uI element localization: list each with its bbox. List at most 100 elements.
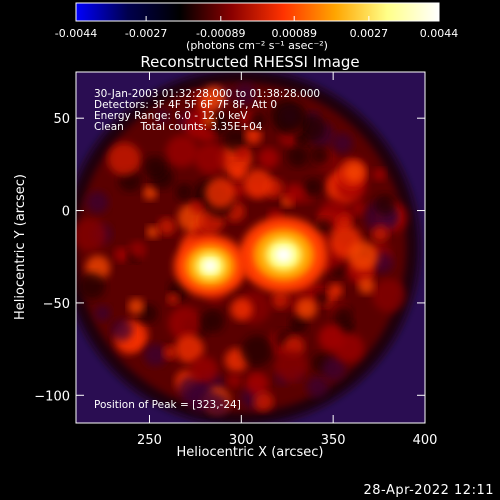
emission-blob (155, 108, 170, 124)
emission-blob (244, 127, 262, 145)
colorbar-unit: (photons cm⁻² s⁻¹ asec⁻²) (186, 39, 328, 52)
emission-blob (162, 345, 177, 360)
emission-blob (321, 357, 346, 381)
emission-blob (343, 161, 365, 183)
emission-blob (310, 146, 329, 165)
colorbar-tick-label: 0.0027 (350, 27, 389, 40)
emission-blob (94, 305, 111, 322)
emission-blob (253, 391, 274, 412)
emission-blob (190, 356, 218, 384)
emission-blob (165, 135, 198, 168)
x-tick-label: 250 (137, 433, 162, 448)
emission-blob (194, 142, 226, 174)
emission-blob (372, 278, 406, 313)
emission-blob (336, 213, 353, 230)
y-tick-label: −50 (43, 297, 70, 312)
y-tick-label: 0 (62, 205, 70, 220)
emission-blob (275, 103, 308, 136)
emission-blob (249, 112, 266, 130)
peak-position-label: Position of Peak = [323,-24] (94, 399, 241, 411)
source-1 (239, 216, 328, 293)
emission-blob (289, 315, 308, 334)
emission-blob (157, 217, 176, 236)
emission-blob (333, 306, 353, 327)
colorbar-tick-label: -0.0044 (55, 27, 97, 40)
annotation-counts: Clean Total counts: 3.35E+04 (94, 121, 263, 133)
emission-blob (223, 127, 248, 152)
emission-blob (374, 194, 396, 216)
emission-blob (204, 177, 236, 209)
emission-blob (146, 225, 160, 239)
emission-blob (332, 132, 353, 154)
y-tick-label: 50 (53, 112, 70, 127)
chart-title: Reconstructed RHESSI Image (140, 53, 359, 71)
colorbar-ticks: -0.0044 -0.0027 -0.00089 0.00089 0.0027 0.004… (55, 16, 458, 40)
emission-blob (358, 277, 375, 294)
emission-blob (143, 185, 158, 200)
emission-blob (111, 319, 133, 341)
emission-blob (234, 82, 257, 105)
emission-blob (86, 191, 109, 214)
plot-frame (75, 71, 426, 424)
emission-blob (201, 128, 216, 143)
image-plot-area (76, 72, 425, 423)
emission-blob (191, 89, 204, 102)
x-tick-label: 400 (413, 433, 438, 448)
y-tick-label: −100 (34, 389, 70, 404)
emission-blob (243, 168, 273, 199)
emission-blob (190, 199, 204, 213)
annotation-detectors: Detectors: 3F 4F 5F 6F 7F 8F, Att 0 (94, 99, 277, 111)
emission-blob (107, 142, 141, 176)
source-2 (174, 234, 247, 298)
emission-blob (284, 183, 305, 204)
emission-blob (314, 291, 329, 305)
emission-blob (295, 297, 318, 320)
emission-blob (350, 200, 367, 217)
emission-blob (328, 283, 343, 299)
emission-blob (304, 178, 322, 196)
emission-layer (76, 72, 420, 423)
colorbar-tick-label: -0.00089 (196, 27, 245, 40)
emission-blob (227, 372, 242, 388)
emission-blob (271, 291, 290, 310)
x-tick-label: 350 (321, 433, 346, 448)
emission-blob (128, 298, 145, 315)
emission-blob (348, 241, 379, 272)
emission-blob (241, 334, 273, 367)
emission-blob (114, 247, 129, 262)
colorbar-tick-label: -0.0027 (125, 27, 167, 40)
x-tick-label: 300 (229, 433, 254, 448)
emission-blob (202, 85, 226, 110)
emission-blob (129, 241, 147, 259)
x-axis-label: Heliocentric X (arcsec) (177, 445, 324, 460)
emission-blob (245, 372, 269, 395)
emission-blob (167, 292, 180, 305)
emission-blob (287, 145, 309, 168)
colorbar-tick-label: 0.0044 (420, 27, 459, 40)
emission-blob (206, 393, 230, 417)
emission-blob (295, 132, 308, 146)
emission-blob (144, 343, 167, 367)
emission-blob (76, 218, 107, 252)
colorbar (75, 2, 440, 22)
emission-blob (168, 306, 202, 340)
emission-blob (373, 168, 386, 181)
y-axis-label: Heliocentric Y (arcsec) (13, 174, 28, 320)
emission-blob (371, 225, 389, 243)
axes: 250 300 350 400 50 0 −50 −100 (34, 72, 437, 448)
emission-blob (334, 332, 364, 363)
annotation-energy: Energy Range: 6.0 - 12.0 keV (94, 110, 248, 122)
emission-blob (274, 349, 308, 383)
render-date: 28-Apr-2022 12:11 (363, 483, 494, 498)
emission-blob (143, 155, 167, 179)
emission-blob (201, 309, 225, 333)
emission-blob (175, 183, 193, 201)
emission-blob (236, 146, 249, 160)
colorbar-tick-label: 0.00089 (271, 27, 317, 40)
emission-blob (258, 147, 279, 169)
annotation-time: 30-Jan-2003 01:32:28.000 to 01:38:28.000 (94, 88, 320, 100)
emission-blob (230, 297, 253, 321)
emission-blob (175, 334, 204, 364)
emission-blob (202, 113, 216, 127)
